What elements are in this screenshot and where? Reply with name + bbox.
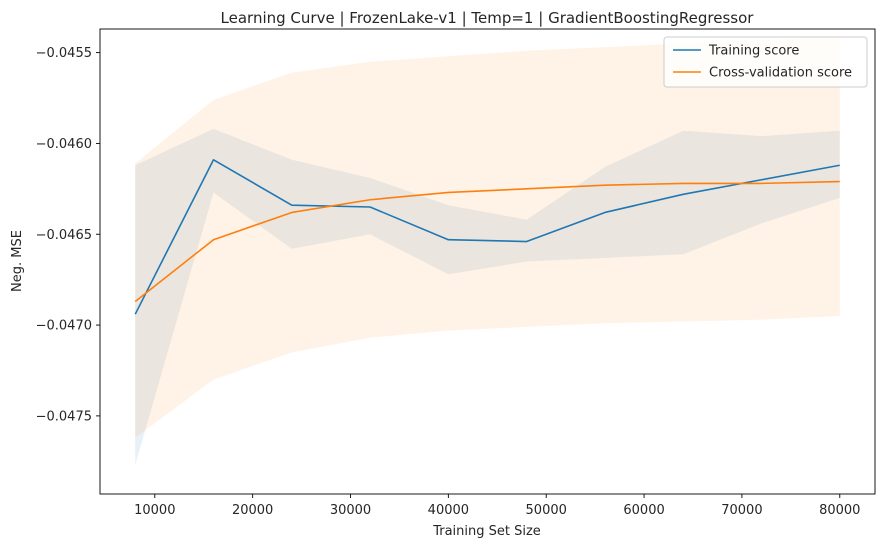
- x-tick-label: 70000: [721, 503, 762, 518]
- line-series-2: [134, 180, 840, 303]
- x-tick-label: 30000: [330, 503, 371, 518]
- x-tick-label: 40000: [428, 503, 469, 518]
- x-tick-label: 80000: [819, 503, 860, 518]
- band-series-1: [135, 128, 840, 465]
- confidence-bands: [135, 36, 840, 465]
- y-tick-label: −0.0470: [36, 319, 92, 334]
- x-axis-ticks: 10000 20000 30000 40000 50000 60000 70000 80000: [134, 494, 860, 518]
- x-tick-label: 20000: [232, 503, 273, 518]
- chart-title: Learning Curve | FrozenLake-v1 | Temp=1 …: [221, 9, 755, 27]
- y-axis-ticks: −0.0455 −0.0460 −0.0465 −0.0470 −0.0475: [36, 46, 100, 424]
- y-tick-label: −0.0475: [36, 409, 92, 424]
- x-tick-label: 50000: [526, 503, 567, 518]
- x-axis-label: Training Set Size: [432, 524, 541, 539]
- line-series-1: [134, 158, 840, 315]
- plot-frame: [99, 28, 876, 495]
- x-tick-label: 10000: [134, 503, 175, 518]
- legend-label-series-1: Training score: [708, 44, 799, 59]
- y-axis-label: Neg. MSE: [10, 230, 25, 292]
- legend-box: [663, 36, 868, 88]
- y-tick-label: −0.0460: [36, 137, 92, 152]
- x-tick-label: 60000: [623, 503, 664, 518]
- y-tick-label: −0.0465: [36, 228, 92, 243]
- y-tick-label: −0.0455: [36, 46, 92, 61]
- band-series-2: [135, 36, 840, 438]
- series-lines: [134, 158, 840, 315]
- legend-label-series-2: Cross-validation score: [709, 66, 852, 81]
- legend: Training score Cross-validation score: [663, 36, 868, 88]
